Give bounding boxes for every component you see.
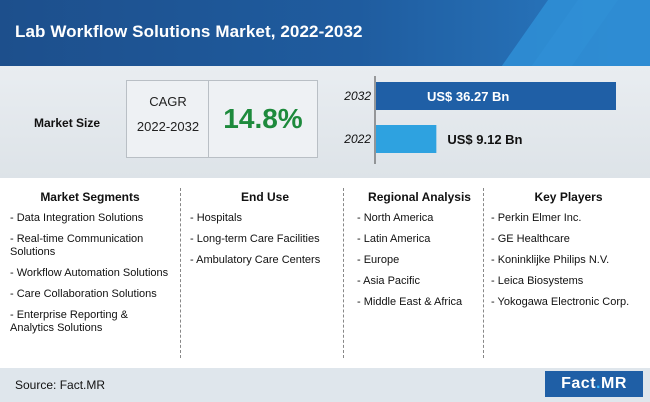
cagr-label: CAGR: [149, 94, 187, 109]
header-banner: Lab Workflow Solutions Market, 2022-2032: [0, 0, 650, 66]
column-divider: [180, 188, 181, 358]
value-label-2032: US$ 36.27 Bn: [427, 89, 509, 104]
list-item: - Enterprise Reporting & Analytics Solut…: [10, 309, 128, 334]
list-item: - Data Integration Solutions: [10, 212, 144, 224]
list-item: - Leica Biosystems: [491, 275, 584, 287]
column-end-use: End Use - Hospitals - Long-term Care Fac…: [190, 190, 340, 275]
column-list: - Hospitals - Long-term Care Facilities …: [190, 212, 340, 267]
list-item: - Perkin Elmer Inc.: [491, 212, 582, 224]
column-title: Regional Analysis: [368, 190, 471, 204]
cagr-box: CAGR 2022-2032: [126, 80, 210, 158]
list-item: - North America: [357, 212, 434, 224]
category-label-2022: 2022: [343, 132, 371, 146]
list-item: - Europe: [357, 254, 400, 266]
list-item: - Long-term Care Facilities: [190, 233, 320, 245]
factmr-logo: Fact. MR: [545, 371, 643, 397]
list-item: - Asia Pacific: [357, 275, 420, 287]
source-note: Source: Fact.MR: [15, 378, 106, 392]
bar-2022: [376, 125, 437, 153]
bar-2032: [376, 82, 616, 110]
footer-bar: [0, 368, 650, 402]
market-size-label: Market Size: [34, 116, 101, 130]
list-item: - Middle East & Africa: [357, 296, 463, 308]
column-list: - Data Integration Solutions - Real-time…: [10, 212, 170, 335]
column-title: Key Players: [534, 190, 603, 204]
column-market-segments: Market Segments - Data Integration Solut…: [10, 190, 170, 343]
list-item: - GE Healthcare: [491, 233, 570, 245]
decorative-stripe: [477, 0, 650, 66]
column-divider: [483, 188, 484, 358]
list-item: - Koninklijke Philips N.V.: [491, 254, 610, 266]
list-item: - Ambulatory Care Centers: [190, 254, 321, 266]
value-label-2022: US$ 9.12 Bn: [447, 132, 522, 147]
cagr-value: 14.8%: [208, 80, 318, 158]
category-label-2032: 2032: [343, 89, 371, 103]
list-item: - Yokogawa Electronic Corp.: [491, 296, 630, 308]
column-list: - Perkin Elmer Inc. - GE Healthcare - Ko…: [491, 212, 646, 309]
cagr-period: 2022-2032: [136, 119, 200, 134]
list-item: - Hospitals: [190, 212, 242, 224]
list-item: - Latin America: [357, 233, 431, 245]
list-item: - Real-time Communication Solutions: [10, 233, 144, 258]
list-item: - Workflow Automation Solutions: [10, 267, 169, 279]
list-item: - Care Collaboration Solutions: [10, 288, 157, 300]
column-key-players: Key Players - Perkin Elmer Inc. - GE Hea…: [491, 190, 646, 317]
market-size-bar-chart: 2032 US$ 36.27 Bn 2022 US$ 9.12 Bn: [343, 76, 616, 164]
column-title: End Use: [240, 190, 289, 204]
column-list: - North America - Latin America - Europe…: [357, 212, 482, 309]
page-title: Lab Workflow Solutions Market, 2022-2032: [15, 22, 363, 41]
segments-panel: [0, 178, 650, 368]
column-title: Market Segments: [40, 190, 140, 204]
column-regional-analysis: Regional Analysis - North America - Lati…: [357, 190, 482, 317]
column-divider: [343, 188, 344, 358]
